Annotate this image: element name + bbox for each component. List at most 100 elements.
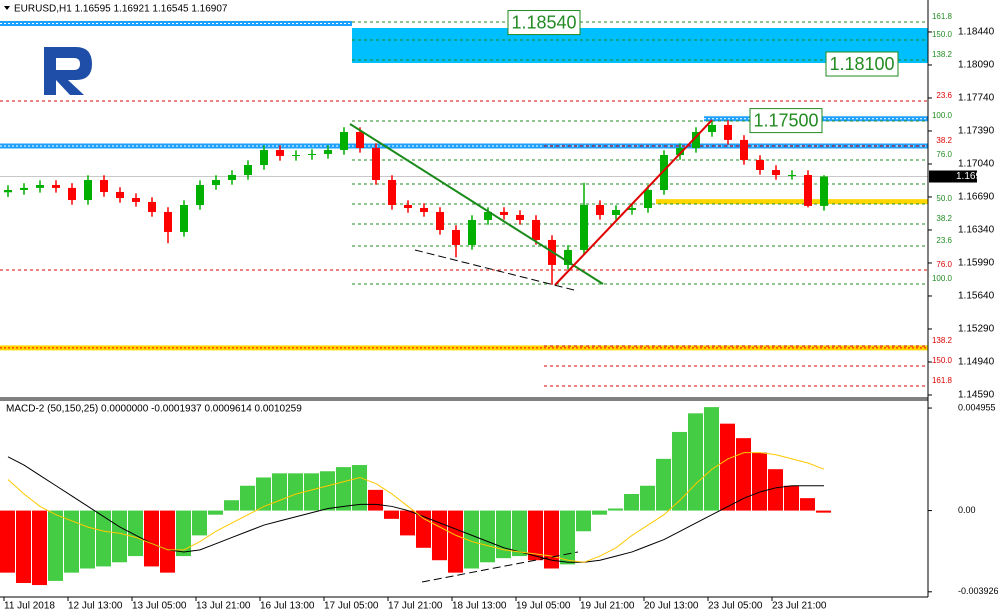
current-price-box [929, 170, 977, 183]
candle-body [324, 150, 332, 154]
candle-body [420, 208, 428, 212]
trend-line [554, 119, 713, 286]
y-tick-label: 1.16690 [958, 192, 995, 203]
candle-body [4, 189, 12, 193]
candle-body [372, 147, 380, 181]
macd-bar [672, 431, 687, 511]
y-tick-label: 1.15990 [958, 258, 995, 269]
y-tick-label: 1.18440 [958, 27, 995, 38]
x-tick-label: 13 Jul 05:00 [132, 601, 187, 612]
macd-bar [368, 489, 383, 511]
fib-label: 100.0 [932, 274, 953, 283]
macd-bar [544, 510, 559, 569]
macd-bar [688, 413, 703, 511]
candle-body [84, 180, 92, 200]
macd-line [7, 452, 825, 563]
candle-body [660, 155, 668, 190]
candle-body [740, 139, 748, 161]
fib-label: 50.0 [936, 194, 952, 203]
macd-bar [576, 510, 591, 532]
macd-bar [704, 407, 719, 511]
candle-body [804, 175, 812, 206]
y-tick-label: 1.15640 [958, 291, 995, 302]
logo-mark [44, 47, 92, 95]
candle-body [132, 198, 140, 202]
macd-bar [256, 477, 271, 511]
macd-bar [224, 500, 239, 511]
fib-label: 138.2 [932, 336, 953, 345]
price-label: 1.17500 [753, 110, 818, 130]
price-label: 1.18100 [829, 54, 894, 74]
fib-label: 23.6 [936, 236, 952, 245]
y-tick-label: 1.17390 [958, 126, 995, 137]
fib-label: 76.0 [936, 150, 952, 159]
x-tick-label: 12 Jul 13:00 [68, 601, 123, 612]
candle-body [340, 132, 348, 151]
frame: EURUSD,H1 1.16595 1.16921 1.16545 1.1690… [0, 0, 929, 598]
macd-line [7, 456, 824, 563]
candle-body [708, 124, 716, 133]
y-tick-label: 1.16340 [958, 225, 995, 236]
candle-body [772, 170, 780, 176]
candle-body [196, 184, 204, 205]
y-tick-label: 1.18090 [958, 60, 995, 71]
x-tick-label: 19 Jul 05:00 [516, 601, 571, 612]
macd-bar [736, 438, 751, 511]
macd-bar [352, 465, 367, 511]
x-tick-label: 20 Jul 13:00 [644, 601, 699, 612]
macd-bar [752, 452, 767, 511]
candle-body [724, 124, 732, 140]
macd-bar [768, 469, 783, 511]
y-tick-label: 1.17040 [958, 159, 995, 170]
candle-body [20, 187, 28, 190]
price-label-box [749, 108, 823, 134]
candle-body [404, 204, 412, 209]
x-tick-label: 23 Jul 05:00 [708, 601, 763, 612]
macd-bar [336, 467, 351, 511]
candle-body [52, 184, 60, 188]
macd-bar [208, 510, 223, 515]
macd-bar [656, 458, 671, 511]
candle-body [676, 147, 684, 156]
macd-bar [16, 510, 31, 583]
trend-line [414, 249, 579, 292]
menu-arrow[interactable] [4, 6, 10, 10]
candle-body [500, 211, 508, 215]
macd-bar [464, 510, 479, 569]
macd-bar [176, 510, 191, 557]
candle-body [644, 189, 652, 209]
chart-title: EURUSD,H1 1.16595 1.16921 1.16545 1.1690… [14, 4, 228, 15]
macd-bar [128, 510, 143, 557]
macd-bar [496, 510, 511, 559]
candle-body [36, 184, 44, 188]
macd-bar [400, 510, 415, 536]
macd-bar [32, 510, 47, 586]
price-label: 1.18540 [511, 12, 576, 32]
indicator-title: MACD-2 (50,150,25) 0.0000000 -0.0001937 … [6, 404, 302, 415]
macd-bar [320, 471, 335, 511]
label-layer: 161.8150.0138.223.6100.038.276.061.850.0… [3, 10, 998, 612]
candle-body [260, 150, 268, 166]
y-tick-label: 0.00 [958, 505, 976, 515]
macd-bar [144, 510, 159, 567]
candle-body [580, 204, 588, 250]
y-tick-label: -0.003926 [958, 586, 998, 596]
candle-body [596, 204, 604, 215]
macd-bar [416, 510, 431, 548]
macd-bar [96, 510, 111, 567]
macd-bar [288, 473, 303, 511]
fib-label: 161.8 [932, 376, 953, 385]
macd-bar [160, 510, 175, 573]
candle-body [564, 249, 572, 265]
candle-body [292, 155, 300, 157]
macd-bar [592, 510, 607, 515]
y-tick-label: 1.15290 [958, 324, 995, 335]
candle-body [532, 219, 540, 240]
macd-bar [480, 510, 495, 563]
macd-bar [80, 510, 95, 569]
macd-bar [304, 473, 319, 511]
candle-body [116, 191, 124, 199]
candle-body [692, 132, 700, 148]
